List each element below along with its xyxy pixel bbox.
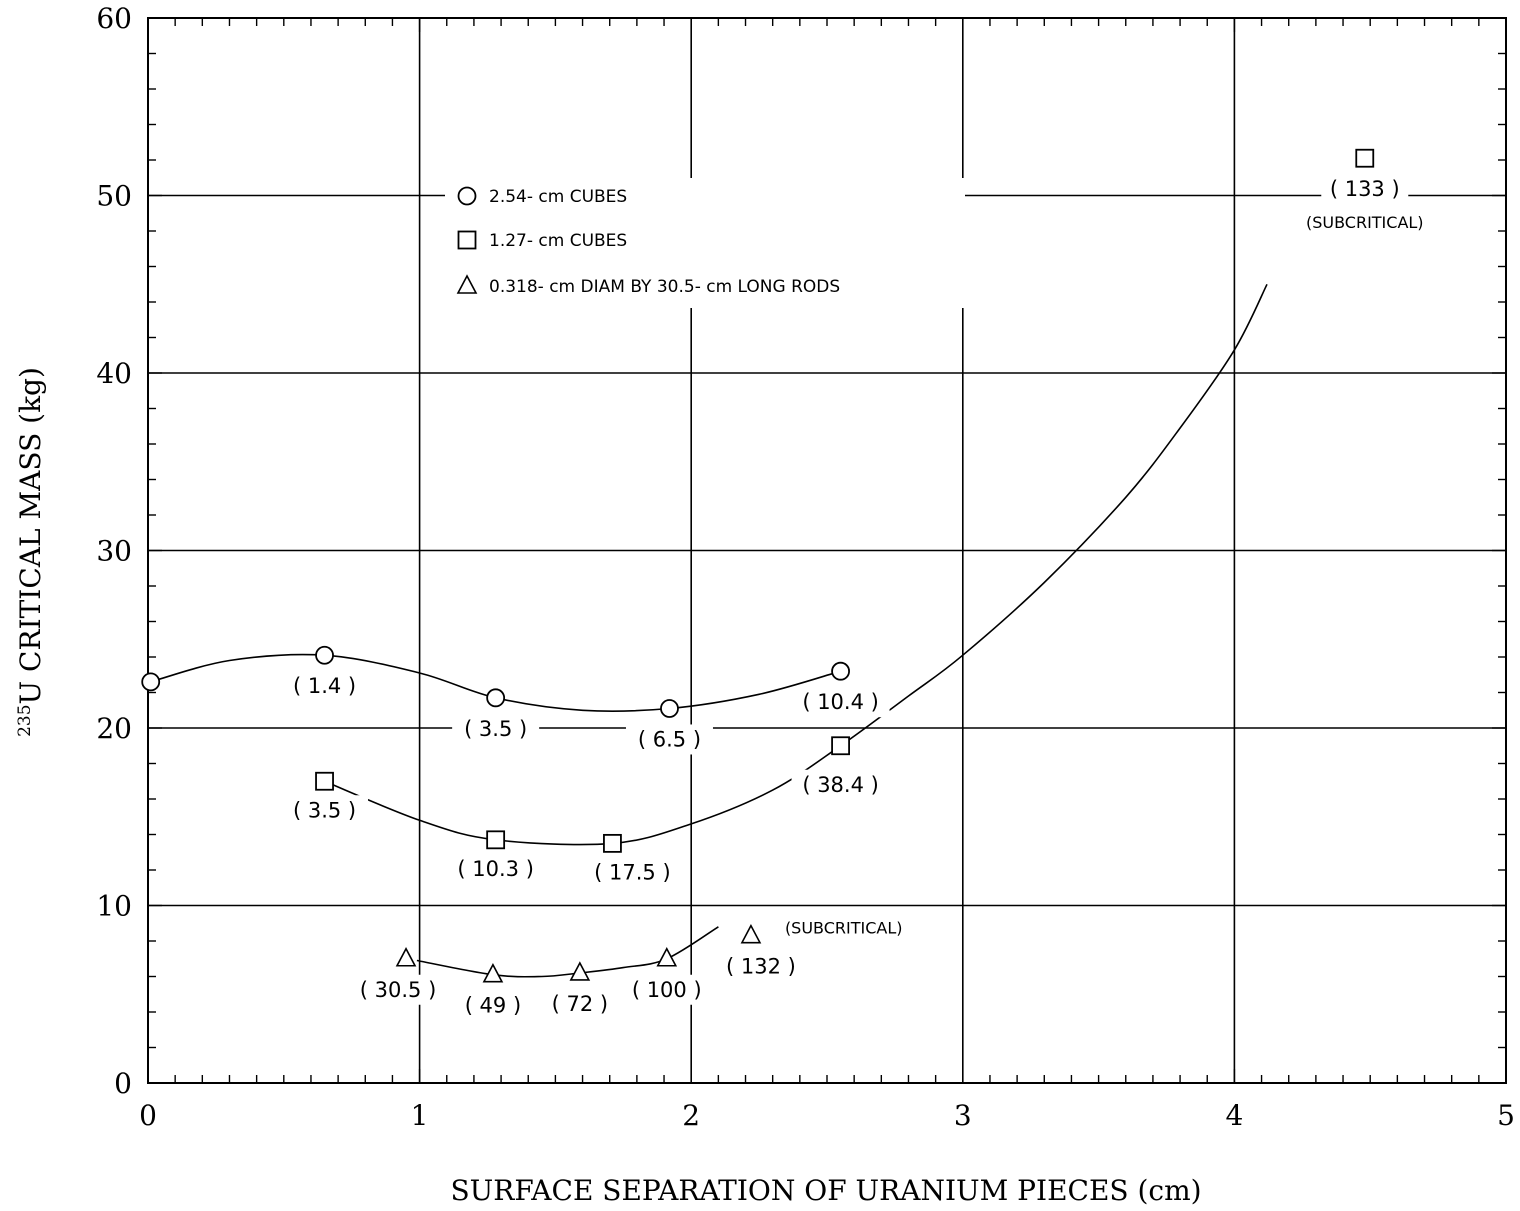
point-label: ( 100 ) [632,978,702,1002]
point-label-background [452,713,540,744]
triangle-point [395,947,417,967]
x-tick-label: 0 [139,1099,157,1132]
point-label-background [454,990,531,1021]
point-label-background [1321,174,1409,205]
curve-1.27cm-cubes [324,283,1268,846]
x-tick-label: 1 [411,1099,429,1132]
point-label: ( 10.4 ) [802,690,879,714]
y-tick-label: 10 [96,890,132,923]
square-point [603,833,622,853]
square-point [486,830,506,850]
point-label: ( 3.5 ) [464,717,527,741]
legend-label-circle: 2.54- cm CUBES [489,187,627,207]
legend-marker-triangle [456,274,478,294]
triangle-point [482,963,504,983]
point-label-background [349,974,448,1005]
point-label-background [281,671,369,702]
point-label-background [446,853,545,884]
point-label: ( 10.3 ) [457,857,534,881]
axis-titles: SURFACE SEPARATION OF URANIUM PIECES (cm… [14,367,1202,1207]
y-axis-title: 235U CRITICAL MASS (kg) [14,367,47,737]
point-label-background [583,857,682,888]
y-tick-label: 20 [96,712,132,745]
point-label: ( 17.5 ) [594,860,671,884]
point-label-background [791,687,890,718]
legend: 2.54- cm CUBES 1.27- cm CUBES 0.318- cm DI… [445,178,965,308]
x-tick-label: 5 [1497,1099,1515,1132]
note-background [1299,211,1431,236]
y-tick-label: 60 [96,2,132,35]
point-label: ( 30.5 ) [360,978,437,1002]
square-point [315,771,334,791]
point-labels: ( 1.4 ) ( 3.5 ) ( 6.5 ) ( 10.4 ) ( 3.5 ) ( 10… [281,174,1431,1021]
square-point [1355,148,1375,168]
fit-curves [150,283,1268,978]
legend-label-triangle: 0.318- cm DIAM BY 30.5- cm LONG RODS [489,277,840,297]
square-point [831,736,850,756]
point-label: ( 133 ) [1330,177,1400,201]
circle-point [315,645,334,665]
y-tick-label: 40 [96,357,132,390]
triangle-point [656,947,678,967]
legend-background [445,178,965,308]
point-label: ( 1.4 ) [293,674,356,698]
y-axis-title-main: U CRITICAL MASS (kg) [14,367,47,704]
x-tick-label: 3 [954,1099,972,1132]
data-points [141,148,1375,983]
point-label: ( 38.4 ) [802,773,879,797]
point-label-background [541,988,618,1019]
note-background [780,916,913,941]
curve-rods [416,926,719,978]
triangle-point [740,923,762,944]
point-label: ( 3.5 ) [293,798,356,822]
point-label-background [281,795,369,826]
circle-point [141,672,161,692]
legend-label-square: 1.27- cm CUBES [489,231,627,251]
point-label: ( 49 ) [465,994,521,1018]
triangle-point [569,961,591,981]
subcritical-note: (SUBCRITICAL) [1306,213,1424,232]
legend-marker-circle [457,186,477,206]
legend-marker-square [457,230,477,250]
x-tick-label: 2 [682,1099,700,1132]
subcritical-note: (SUBCRITICAL) [785,919,903,938]
point-label: ( 72 ) [552,992,608,1016]
circle-point [831,661,850,681]
y-tick-label: 30 [96,535,132,568]
point-label-background [791,769,890,800]
circle-point [486,688,506,708]
point-label-background [625,724,713,755]
point-label: ( 6.5 ) [638,727,701,751]
point-label-background [623,974,711,1005]
circle-point [660,699,679,718]
x-tick-label: 4 [1225,1099,1243,1132]
x-axis-title: SURFACE SEPARATION OF URANIUM PIECES (cm… [450,1174,1201,1207]
y-axis-title-superscript: 235 [15,704,35,736]
y-tick-label: 0 [114,1067,132,1100]
point-label-background [717,951,805,982]
point-label: ( 132 ) [726,955,796,979]
y-tick-label: 50 [96,180,132,213]
